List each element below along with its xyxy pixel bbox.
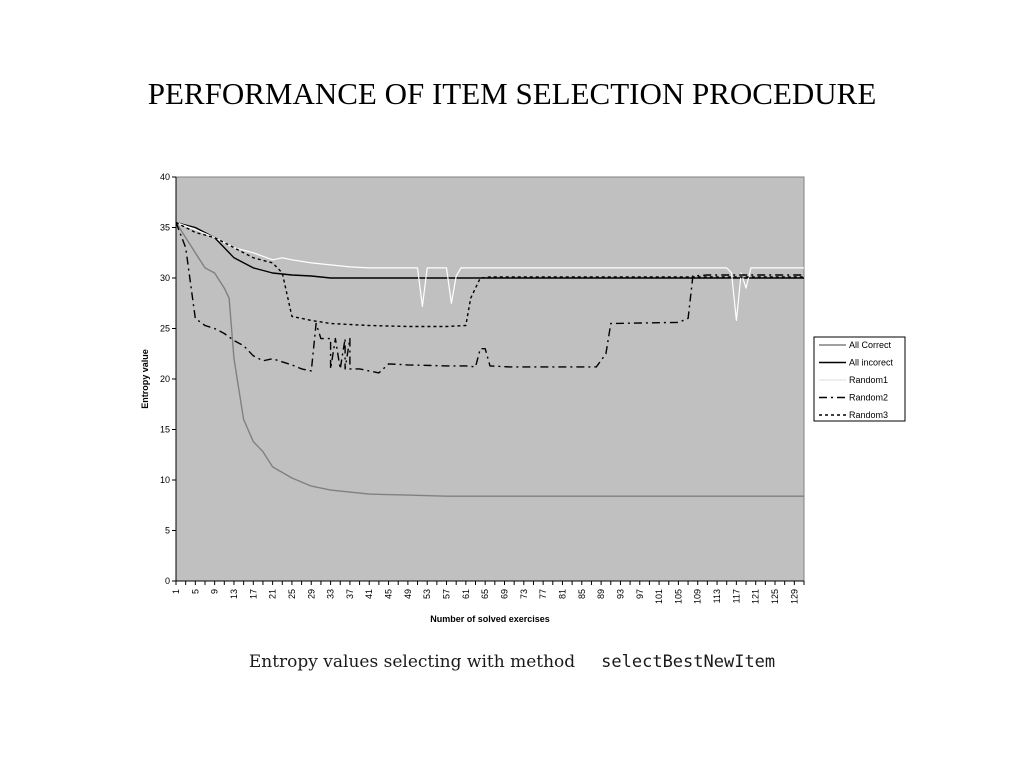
caption: Entropy values selecting with method sele… bbox=[0, 652, 1024, 672]
x-tick-label: 129 bbox=[789, 589, 799, 604]
x-axis-title: Number of solved exercises bbox=[430, 614, 550, 624]
x-tick-label: 53 bbox=[422, 589, 432, 599]
x-tick-label: 25 bbox=[287, 589, 297, 599]
legend-label: Random1 bbox=[849, 375, 888, 385]
x-tick-label: 69 bbox=[499, 589, 509, 599]
x-tick-label: 61 bbox=[461, 589, 471, 599]
x-tick-label: 89 bbox=[596, 589, 606, 599]
chart-legend: All Correct All incorect Random1 Random2 Ran… bbox=[813, 336, 906, 422]
x-tick-label: 73 bbox=[519, 589, 529, 599]
y-tick-label: 10 bbox=[160, 475, 170, 485]
y-tick-label: 0 bbox=[165, 576, 170, 586]
y-tick-layer: 0 5 10 15 20 25 30 35 40 bbox=[160, 172, 176, 586]
x-tick-label: 13 bbox=[229, 589, 239, 599]
y-axis-title: Entropy value bbox=[140, 349, 150, 409]
x-tick-label: 9 bbox=[210, 589, 220, 594]
x-tick-label: 97 bbox=[635, 589, 645, 599]
x-tick-label: 1 bbox=[171, 589, 181, 594]
x-tick-label: 37 bbox=[345, 589, 355, 599]
y-tick-label: 5 bbox=[165, 526, 170, 536]
x-tick-label: 45 bbox=[384, 589, 394, 599]
x-tick-label: 57 bbox=[442, 589, 452, 599]
x-tick-label: 85 bbox=[577, 589, 587, 599]
x-tick-label: 29 bbox=[306, 589, 316, 599]
x-tick-label: 109 bbox=[693, 589, 703, 604]
x-tick-label: 117 bbox=[731, 589, 741, 603]
x-tick-label: 93 bbox=[615, 589, 625, 599]
series-line-random2 bbox=[175, 222, 804, 374]
x-tick-label: 21 bbox=[268, 589, 278, 599]
x-tick-label: 41 bbox=[364, 589, 374, 599]
y-tick-label: 15 bbox=[160, 425, 170, 435]
y-tick-label: 35 bbox=[160, 223, 170, 233]
plot-area bbox=[175, 176, 805, 582]
caption-method: selectBestNewItem bbox=[601, 652, 776, 672]
x-tick-label: 121 bbox=[751, 589, 761, 604]
legend-label: All incorect bbox=[849, 358, 894, 368]
legend-label: All Correct bbox=[849, 340, 892, 350]
x-tick-label: 49 bbox=[403, 589, 413, 599]
series-line-all-incorect bbox=[175, 221, 804, 279]
x-tick-label: 5 bbox=[190, 589, 200, 594]
series-layer bbox=[175, 221, 804, 497]
legend-label: Random3 bbox=[849, 410, 888, 420]
x-tick-label: 125 bbox=[770, 589, 780, 604]
x-tick-label: 113 bbox=[712, 589, 722, 603]
y-tick-label: 25 bbox=[160, 324, 170, 334]
legend-label: Random2 bbox=[849, 393, 888, 403]
y-tick-label: 20 bbox=[160, 374, 170, 384]
x-tick-label: 65 bbox=[480, 589, 490, 599]
x-tick-label: 17 bbox=[248, 589, 258, 599]
series-line-all-correct bbox=[175, 222, 804, 497]
x-tick-layer: 1 5 9 13 17 21 25 29 33 37 41 45 49 53 57 61 65 69 73 77 81 8… bbox=[171, 581, 805, 604]
y-tick-label: 40 bbox=[160, 172, 170, 182]
caption-text: Entropy values selecting with method bbox=[248, 652, 576, 672]
x-tick-label: 101 bbox=[654, 589, 664, 604]
slide-title: PERFORMANCE OF ITEM SELECTION PROCEDURE bbox=[147, 76, 877, 111]
series-line-random1 bbox=[175, 221, 804, 321]
y-tick-label: 30 bbox=[160, 273, 170, 283]
x-tick-label: 105 bbox=[673, 589, 683, 604]
x-tick-label: 33 bbox=[326, 589, 336, 599]
x-tick-label: 77 bbox=[538, 589, 548, 599]
x-tick-label: 81 bbox=[557, 589, 567, 599]
legend-box bbox=[813, 336, 906, 422]
